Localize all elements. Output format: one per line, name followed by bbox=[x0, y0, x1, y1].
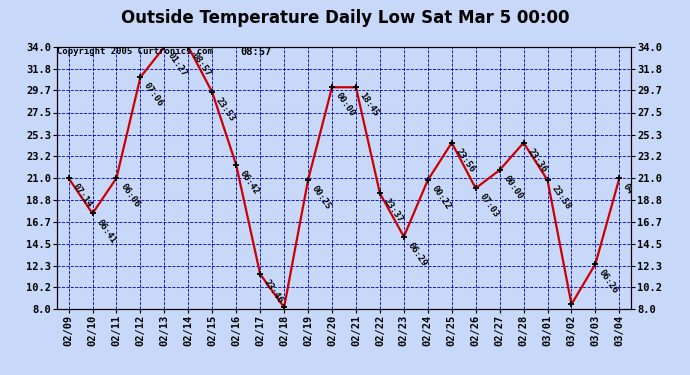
Text: 06:18: 06:18 bbox=[573, 308, 596, 336]
Text: 07:06: 07:06 bbox=[142, 81, 165, 108]
Text: 23:58: 23:58 bbox=[549, 184, 572, 211]
Text: 00:00: 00:00 bbox=[502, 174, 524, 201]
Text: 06:06: 06:06 bbox=[119, 182, 141, 209]
Text: 23:37: 23:37 bbox=[382, 197, 404, 225]
Text: 07:03: 07:03 bbox=[477, 192, 500, 219]
Text: 23:36: 23:36 bbox=[526, 147, 549, 174]
Text: 00:00: 00:00 bbox=[334, 91, 357, 118]
Text: 07:14: 07:14 bbox=[70, 182, 93, 209]
Text: 06:38: 06:38 bbox=[286, 311, 309, 339]
Text: 23:46: 23:46 bbox=[262, 278, 285, 305]
Text: 06:26: 06:26 bbox=[598, 268, 620, 295]
Text: 08:57: 08:57 bbox=[241, 47, 272, 57]
Text: Outside Temperature Daily Low Sat Mar 5 00:00: Outside Temperature Daily Low Sat Mar 5 … bbox=[121, 9, 569, 27]
Text: Copyright 2005 Curtronics.com: Copyright 2005 Curtronics.com bbox=[57, 47, 213, 56]
Text: 18:45: 18:45 bbox=[358, 91, 381, 118]
Text: 23:56: 23:56 bbox=[453, 147, 476, 174]
Text: 01:27: 01:27 bbox=[166, 51, 189, 78]
Text: 08:57: 08:57 bbox=[190, 51, 213, 78]
Text: 06:29: 06:29 bbox=[406, 241, 428, 268]
Text: 06:41: 06:41 bbox=[95, 217, 117, 244]
Text: 23:53: 23:53 bbox=[214, 96, 237, 123]
Text: 00:22: 00:22 bbox=[430, 184, 453, 211]
Text: 00:25: 00:25 bbox=[310, 184, 333, 211]
Text: 06:42: 06:42 bbox=[238, 169, 261, 196]
Text: 04:53: 04:53 bbox=[621, 182, 644, 209]
